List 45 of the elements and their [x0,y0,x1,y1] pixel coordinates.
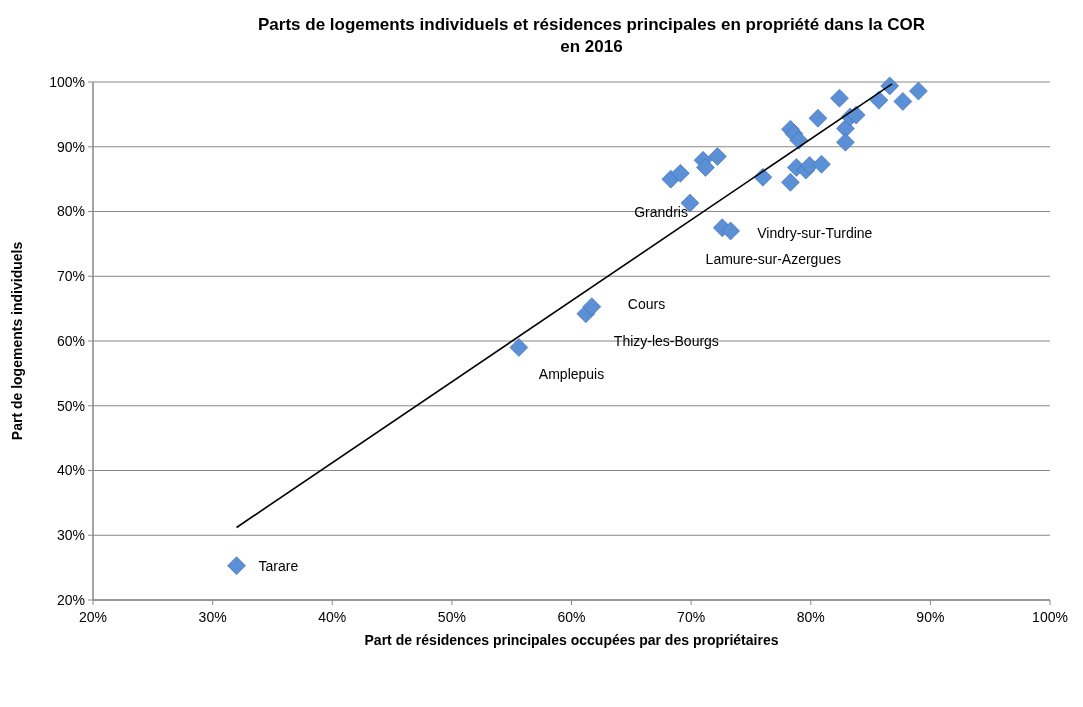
point [708,147,727,166]
y-tick-label: 60% [56,332,85,349]
chart-title: Parts de logements individuels et résidences principales en propriété dans la COR en 2016 [258,15,925,56]
point [880,76,899,96]
point [869,90,889,110]
point [830,88,849,108]
x-tick-label: 90% [916,609,945,625]
annotation: Thizy-les-Bourgs [613,332,719,349]
x-tick-label: 60% [557,609,586,625]
annotation: Vindry-sur-Turdine [757,224,873,241]
point [808,108,828,128]
x-tick-label: 40% [318,609,347,625]
point [721,221,740,241]
point [671,164,690,183]
point [781,173,800,192]
x-tick-label: 80% [796,609,825,625]
point [789,130,809,150]
point [836,132,855,152]
y-tick-label: 80% [56,203,85,220]
y-tick-label: 40% [56,462,85,479]
point [696,158,715,177]
y-axis-title: Part de logements individuels [9,241,25,441]
y-tick-label: 20% [56,591,85,608]
x-tick-label: 50% [437,609,466,625]
point [909,81,928,101]
point [582,297,602,316]
point [893,92,913,111]
annotation: Amplepuis [538,366,605,383]
x-tick-label: 100% [1032,609,1068,625]
annotation: Cours [627,295,666,312]
x-axis-title: Part de résidences principales occupées par des propriétaires [364,632,779,648]
y-tick-label: 90% [56,138,85,155]
y-tick-label: 50% [56,397,85,414]
y-tick-label: 70% [56,268,85,285]
annotation: Lamure-sur-Azergues [705,250,841,267]
point [227,556,246,575]
x-tick-label: 30% [198,609,227,625]
x-tick-label: 70% [677,609,706,625]
annotation: Tarare [258,557,299,574]
point [509,338,529,357]
y-tick-label: 100% [49,73,85,90]
x-tick-label: 20% [78,609,108,625]
annotation: Grandris [634,204,688,221]
point [812,154,831,174]
y-tick-label: 30% [56,527,85,544]
